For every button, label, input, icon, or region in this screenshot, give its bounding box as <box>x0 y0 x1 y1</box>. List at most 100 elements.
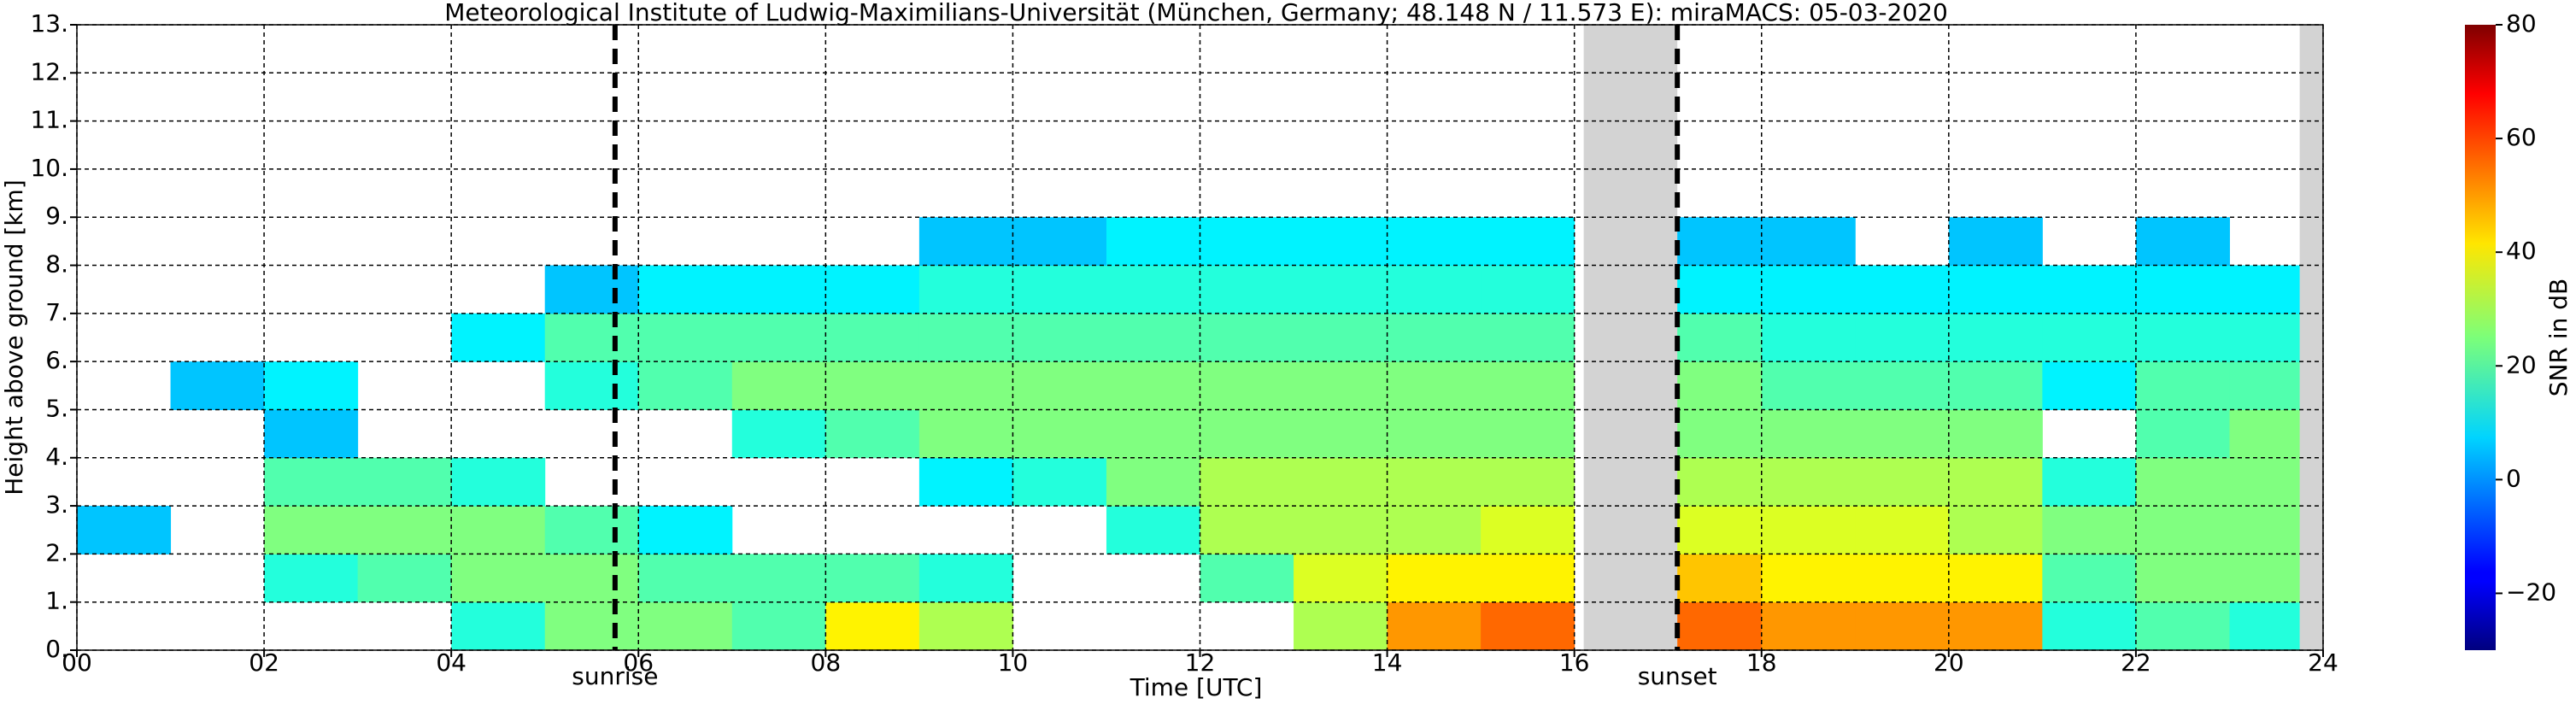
heat-cell <box>1200 313 1294 362</box>
y-tick-label: 12. <box>30 57 68 85</box>
heat-cell <box>1481 313 1576 362</box>
y-axis-label: Height above ground [km] <box>0 179 28 496</box>
y-tick-label: 13. <box>30 9 68 38</box>
heat-cell <box>1481 361 1576 410</box>
heat-cell <box>1761 457 1856 507</box>
heat-cell <box>1106 409 1200 459</box>
heat-cell <box>544 265 639 314</box>
heat-cell <box>1948 409 2043 459</box>
heat-cell <box>1200 409 1294 459</box>
heat-cell <box>1855 506 1950 554</box>
data-gap <box>1583 25 1678 650</box>
heat-cell <box>357 457 452 507</box>
x-tick-label: 08 <box>811 648 842 677</box>
heat-cell <box>2135 457 2230 507</box>
heat-cell <box>1948 601 2043 651</box>
heat-cell <box>1948 457 2043 507</box>
heat-cell <box>2042 457 2137 507</box>
heat-cell <box>1012 313 1107 362</box>
heat-cell <box>1948 217 2043 267</box>
heat-cell <box>1200 265 1294 314</box>
heat-cell <box>2042 601 2137 651</box>
heat-cell <box>1668 601 1763 651</box>
heat-cell <box>1012 409 1107 459</box>
heat-cell <box>825 601 920 651</box>
heat-cell <box>264 457 359 507</box>
heat-cell <box>451 506 546 554</box>
heat-cell <box>1948 313 2043 362</box>
heat-cell <box>1481 217 1576 267</box>
heat-cell <box>1855 361 1950 410</box>
y-tick-label: 5. <box>45 394 68 422</box>
y-tick-label: 8. <box>45 250 68 279</box>
heat-cell <box>1668 361 1763 410</box>
heat-cell <box>1855 601 1950 651</box>
heat-cell <box>918 554 1013 603</box>
y-tick-label: 11. <box>30 106 68 134</box>
heat-cell <box>1294 601 1388 651</box>
heat-cell <box>825 313 920 362</box>
heat-cell <box>1481 506 1576 554</box>
heat-cell <box>544 554 639 603</box>
heat-cell <box>2135 265 2230 314</box>
heat-cell <box>1481 409 1576 459</box>
heat-cell <box>1294 361 1388 410</box>
heat-cell <box>451 313 546 362</box>
heat-cell <box>2042 361 2137 410</box>
heat-cell <box>357 554 452 603</box>
colorbar-tick-label: 0 <box>2506 464 2521 492</box>
heat-cell <box>1012 217 1107 267</box>
heat-cell <box>2135 506 2230 554</box>
heat-cell <box>1855 554 1950 603</box>
heat-cell <box>918 313 1013 362</box>
x-tick-label: 24 <box>2308 648 2338 677</box>
heat-cell <box>918 409 1013 459</box>
heat-cell <box>1948 361 2043 410</box>
heat-cell <box>1012 265 1107 314</box>
heat-cell <box>731 601 826 651</box>
heat-cell <box>1200 506 1294 554</box>
colorbar-tick-label: 40 <box>2506 237 2537 265</box>
heat-cell <box>1481 457 1576 507</box>
heat-cell <box>1387 409 1482 459</box>
heat-cell <box>2042 506 2137 554</box>
heat-cell <box>1387 313 1482 362</box>
data-gap <box>2299 25 2323 650</box>
x-tick-label: 02 <box>249 648 279 677</box>
heat-cell <box>1387 217 1482 267</box>
heat-cell <box>1106 361 1200 410</box>
heat-cell <box>918 601 1013 651</box>
heat-cell <box>638 361 733 410</box>
heat-cell <box>1200 457 1294 507</box>
heat-cell <box>731 409 826 459</box>
y-tick-label: 4. <box>45 443 68 471</box>
heat-cell <box>1106 457 1200 507</box>
heat-cell <box>1761 506 1856 554</box>
heat-cell <box>1012 457 1107 507</box>
heat-cell <box>544 361 639 410</box>
heat-cell <box>1948 554 2043 603</box>
heat-cell <box>1855 457 1950 507</box>
x-tick-label: 00 <box>62 648 92 677</box>
heat-cell <box>1294 409 1388 459</box>
heat-cell <box>1761 409 1856 459</box>
heat-cell <box>1855 313 1950 362</box>
heat-cell <box>1668 313 1763 362</box>
x-tick-label: 14 <box>1372 648 1403 677</box>
heat-cell <box>731 313 826 362</box>
heat-cell <box>451 554 546 603</box>
heat-cell <box>1200 554 1294 603</box>
y-tick-label: 6. <box>45 346 68 374</box>
heat-cell <box>1294 265 1388 314</box>
plot-frame <box>76 24 2324 651</box>
heat-cell <box>451 601 546 651</box>
heat-cell <box>264 506 359 554</box>
heat-cell <box>1387 361 1482 410</box>
heat-cell <box>2042 313 2137 362</box>
y-tick-label: 9. <box>45 202 68 230</box>
heat-cell <box>638 313 733 362</box>
heat-cell <box>2135 601 2230 651</box>
heat-cell <box>638 601 733 651</box>
heat-cell <box>1294 313 1388 362</box>
y-tick-label: 1. <box>45 587 68 615</box>
